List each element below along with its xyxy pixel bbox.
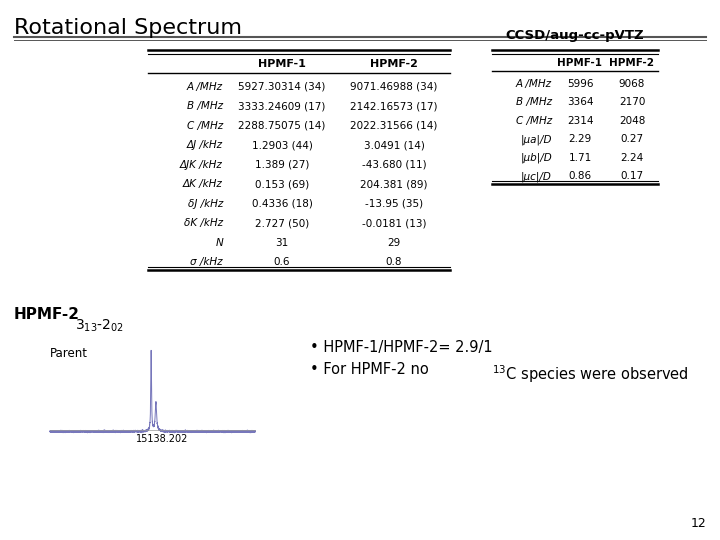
Text: N: N xyxy=(215,238,223,248)
Text: 0.8: 0.8 xyxy=(386,257,402,267)
Text: 2170: 2170 xyxy=(618,97,645,107)
Text: -0.0181 (13): -0.0181 (13) xyxy=(361,218,426,228)
Text: 9068: 9068 xyxy=(618,79,645,89)
Text: HPMF-2: HPMF-2 xyxy=(610,58,654,68)
Text: Parent: Parent xyxy=(50,347,88,360)
Text: HPMF-1: HPMF-1 xyxy=(557,58,603,68)
Text: 0.86: 0.86 xyxy=(568,172,592,181)
Text: $3_{13}$-$2_{02}$: $3_{13}$-$2_{02}$ xyxy=(75,318,124,334)
Text: C /MHz: C /MHz xyxy=(516,116,552,126)
Text: 3.0491 (14): 3.0491 (14) xyxy=(364,140,424,150)
Text: CCSD/aug-cc-pVTZ: CCSD/aug-cc-pVTZ xyxy=(505,29,644,42)
Text: C /MHz: C /MHz xyxy=(186,120,223,131)
Text: 204.381 (89): 204.381 (89) xyxy=(360,179,428,189)
Text: 0.4336 (18): 0.4336 (18) xyxy=(251,199,312,208)
Text: 31: 31 xyxy=(275,238,289,248)
Text: HPMF-2: HPMF-2 xyxy=(14,307,80,322)
Text: 29: 29 xyxy=(387,238,400,248)
Text: HPMF-1: HPMF-1 xyxy=(258,59,306,69)
Text: HPMF-2: HPMF-2 xyxy=(370,59,418,69)
Text: 1.2903 (44): 1.2903 (44) xyxy=(251,140,312,150)
Text: 5996: 5996 xyxy=(567,79,593,89)
Text: 2.29: 2.29 xyxy=(568,134,592,144)
Text: |μa|/D: |μa|/D xyxy=(521,134,552,145)
Text: 12: 12 xyxy=(690,517,706,530)
Text: A /MHz: A /MHz xyxy=(516,79,552,89)
Text: $^{13}$C species were observed: $^{13}$C species were observed xyxy=(492,363,689,384)
Text: A /MHz: A /MHz xyxy=(187,82,223,92)
Text: 0.6: 0.6 xyxy=(274,257,290,267)
Text: 2022.31566 (14): 2022.31566 (14) xyxy=(351,120,438,131)
Text: 2142.16573 (17): 2142.16573 (17) xyxy=(350,101,438,111)
Text: -43.680 (11): -43.680 (11) xyxy=(361,160,426,170)
Text: 2314: 2314 xyxy=(567,116,593,126)
Text: 2048: 2048 xyxy=(618,116,645,126)
Text: 1.389 (27): 1.389 (27) xyxy=(255,160,309,170)
Text: 0.17: 0.17 xyxy=(621,172,644,181)
Text: 0.27: 0.27 xyxy=(621,134,644,144)
Text: 2288.75075 (14): 2288.75075 (14) xyxy=(238,120,325,131)
Text: B /MHz: B /MHz xyxy=(516,97,552,107)
Text: |μb|/D: |μb|/D xyxy=(521,153,552,163)
Text: 2.727 (50): 2.727 (50) xyxy=(255,218,309,228)
Text: ΔJK /kHz: ΔJK /kHz xyxy=(180,160,223,170)
Text: 2.24: 2.24 xyxy=(621,153,644,163)
Text: 5927.30314 (34): 5927.30314 (34) xyxy=(238,82,325,92)
Text: • HPMF-1/HPMF-2= 2.9/1: • HPMF-1/HPMF-2= 2.9/1 xyxy=(310,340,492,355)
Text: Rotational Spectrum: Rotational Spectrum xyxy=(14,18,242,38)
Text: 3333.24609 (17): 3333.24609 (17) xyxy=(238,101,325,111)
Text: ΔJ /kHz: ΔJ /kHz xyxy=(187,140,223,150)
Text: 3364: 3364 xyxy=(567,97,593,107)
Text: • For HPMF-2 no: • For HPMF-2 no xyxy=(310,362,433,377)
Text: σ /kHz: σ /kHz xyxy=(190,257,223,267)
Text: 0.153 (69): 0.153 (69) xyxy=(255,179,309,189)
Text: 1.71: 1.71 xyxy=(568,153,592,163)
Text: 9071.46988 (34): 9071.46988 (34) xyxy=(351,82,438,92)
Text: δK /kHz: δK /kHz xyxy=(184,218,223,228)
Text: |μc|/D: |μc|/D xyxy=(521,171,552,181)
Text: B /MHz: B /MHz xyxy=(187,101,223,111)
Text: -13.95 (35): -13.95 (35) xyxy=(365,199,423,208)
Text: ΔK /kHz: ΔK /kHz xyxy=(183,179,223,189)
Text: 15138.202: 15138.202 xyxy=(136,434,189,444)
Text: δJ /kHz: δJ /kHz xyxy=(188,199,223,208)
